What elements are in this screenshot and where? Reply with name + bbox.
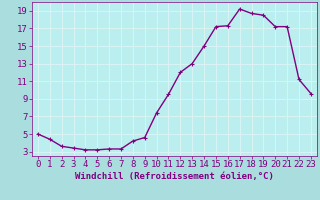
X-axis label: Windchill (Refroidissement éolien,°C): Windchill (Refroidissement éolien,°C) [75,172,274,181]
